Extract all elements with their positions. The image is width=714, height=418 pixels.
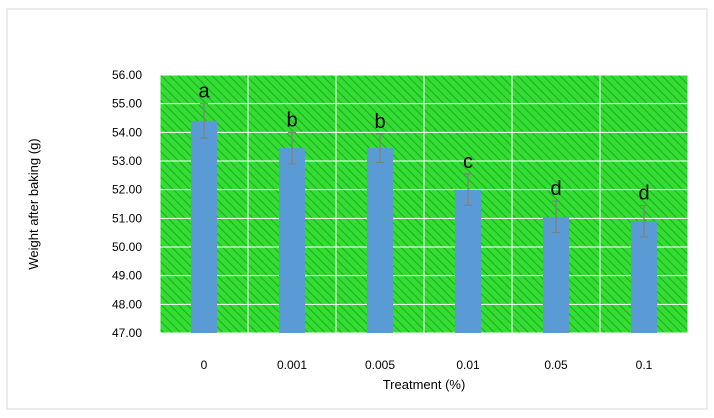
x-axis-ticks: 0 0.001 0.005 0.01 0.05 0.1 bbox=[201, 358, 653, 372]
bar bbox=[543, 216, 569, 333]
x-tick-label: 0.01 bbox=[456, 358, 480, 372]
significance-letter: b bbox=[286, 109, 297, 131]
x-tick-label: 0.05 bbox=[544, 358, 568, 372]
bar bbox=[455, 189, 481, 333]
y-tick-label: 50.00 bbox=[112, 240, 142, 254]
y-tick-label: 47.00 bbox=[112, 326, 142, 340]
y-axis-label: Weight after baking (g) bbox=[26, 138, 41, 269]
y-tick-label: 53.00 bbox=[112, 154, 142, 168]
x-tick-label: 0.001 bbox=[277, 358, 307, 372]
bar bbox=[279, 148, 305, 333]
y-tick-label: 51.00 bbox=[112, 211, 142, 225]
significance-letter: b bbox=[374, 111, 385, 133]
bars bbox=[191, 120, 657, 333]
x-tick-label: 0.005 bbox=[365, 358, 395, 372]
bar bbox=[191, 120, 217, 333]
error-bars bbox=[200, 103, 648, 238]
y-tick-label: 56.00 bbox=[112, 68, 142, 82]
x-tick-label: 0.1 bbox=[636, 358, 653, 372]
y-tick-label: 55.00 bbox=[112, 97, 142, 111]
y-tick-label: 48.00 bbox=[112, 297, 142, 311]
y-tick-label: 49.00 bbox=[112, 269, 142, 283]
significance-letters: a b b c d d bbox=[198, 81, 649, 205]
significance-letter: c bbox=[463, 151, 473, 173]
gridlines bbox=[159, 74, 689, 334]
x-tick-label: 0 bbox=[201, 358, 208, 372]
significance-letter: a bbox=[198, 81, 210, 103]
x-axis-label: Treatment (%) bbox=[383, 377, 466, 392]
bar bbox=[367, 148, 393, 333]
y-tick-label: 52.00 bbox=[112, 183, 142, 197]
bar bbox=[631, 221, 657, 333]
significance-letter: d bbox=[550, 178, 561, 200]
y-tick-label: 54.00 bbox=[112, 125, 142, 139]
y-axis-ticks: 56.00 55.00 54.00 53.00 52.00 51.00 50.00 49.00… bbox=[112, 68, 142, 340]
significance-letter: d bbox=[638, 182, 649, 204]
